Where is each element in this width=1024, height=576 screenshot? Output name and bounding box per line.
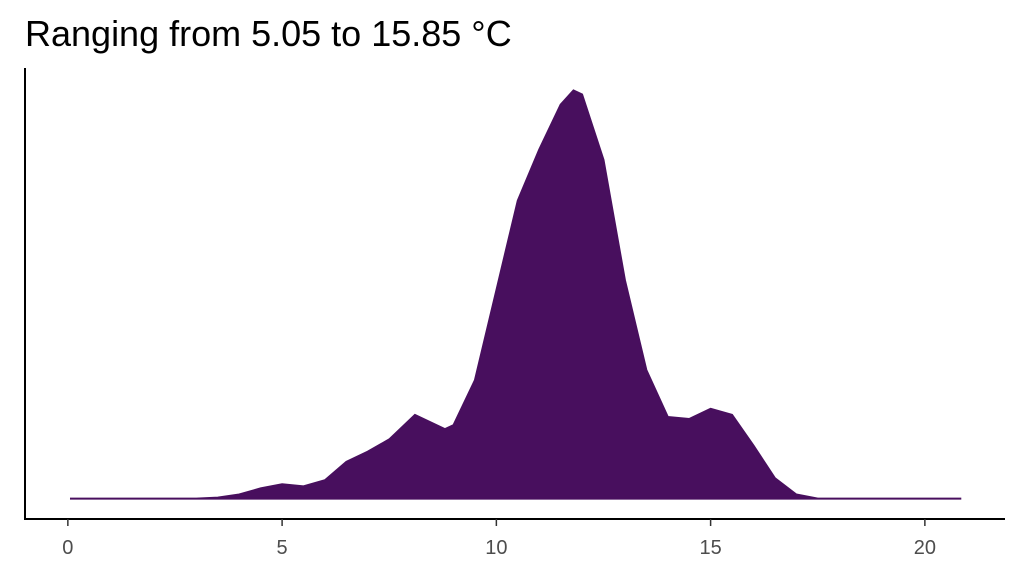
- x-tick-label: 15: [699, 537, 721, 559]
- x-tick-label: 20: [914, 537, 936, 559]
- chart-title: Ranging from 5.05 to 15.85 °C: [25, 13, 512, 54]
- x-tick-label: 5: [277, 537, 288, 559]
- x-tick-label: 10: [485, 537, 507, 559]
- x-tick-label: 0: [62, 537, 73, 559]
- density-area: [69, 89, 962, 500]
